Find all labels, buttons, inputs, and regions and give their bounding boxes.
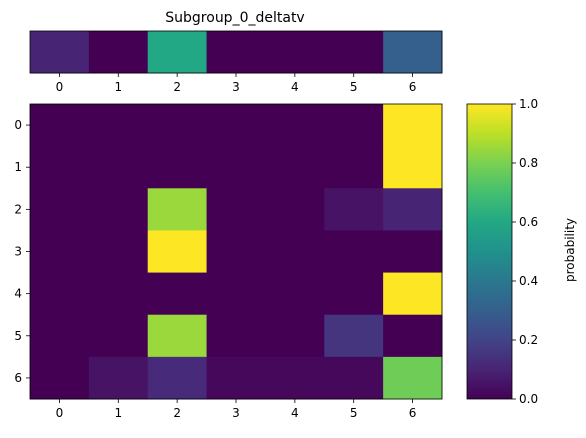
- main-cell-r5-c6: [383, 314, 443, 358]
- main-y-axis: 0 1 2 3 4 5 6: [14, 118, 30, 385]
- main-cell-r1-c2: [147, 146, 208, 189]
- main-cell-r5-c5: [324, 314, 384, 358]
- colorbar-tick-label-2: 0.4: [519, 274, 538, 288]
- main-y-tick-label-3: 3: [14, 245, 22, 259]
- top-cell-r0-c0: [30, 31, 90, 74]
- main-cell-r1-c4: [265, 146, 325, 189]
- main-cell-r1-c3: [206, 146, 266, 189]
- colorbar: 0.0 0.2 0.4 0.6 0.8 1.0: [466, 97, 538, 406]
- main-y-tick-label-0: 0: [14, 118, 22, 132]
- main-cell-r6-c4: [265, 356, 325, 400]
- main-cell-r6-c2: [147, 356, 208, 400]
- main-y-tick-label-5: 5: [14, 329, 22, 343]
- main-cell-r3-c0: [30, 230, 90, 274]
- colorbar-tick-label-5: 1.0: [519, 97, 538, 111]
- main-cell-r2-c6: [383, 188, 443, 231]
- main-cell-r1-c1: [88, 146, 149, 189]
- main-cell-r2-c5: [324, 188, 384, 231]
- top-x-tick-label-3: 3: [232, 80, 240, 94]
- top-cell-r0-c1: [88, 31, 149, 74]
- main-y-tick-label-2: 2: [14, 202, 22, 216]
- main-cell-r6-c3: [206, 356, 266, 400]
- main-cell-r4-c1: [88, 272, 149, 316]
- top-cell-r0-c5: [324, 31, 384, 74]
- main-cell-r5-c2: [147, 314, 208, 358]
- main-x-tick-label-2: 2: [173, 406, 181, 420]
- main-y-tick-label-4: 4: [14, 287, 22, 301]
- main-cell-r1-c0: [30, 146, 90, 189]
- main-x-tick-label-4: 4: [291, 406, 299, 420]
- main-cell-r1-c5: [324, 146, 384, 189]
- main-cell-r4-c6: [383, 272, 443, 316]
- main-cell-r0-c3: [206, 104, 266, 147]
- main-cell-r1-c6: [383, 146, 443, 189]
- main-x-tick-label-0: 0: [56, 406, 64, 420]
- top-x-tick-label-1: 1: [114, 80, 122, 94]
- main-cell-r4-c3: [206, 272, 266, 316]
- top-x-tick-label-4: 4: [291, 80, 299, 94]
- top-x-tick-label-0: 0: [56, 80, 64, 94]
- colorbar-frame: [466, 103, 513, 400]
- top-cell-r0-c2: [147, 31, 208, 74]
- main-cell-r0-c4: [265, 104, 325, 147]
- main-x-tick-label-1: 1: [114, 406, 122, 420]
- top-x-tick-label-6: 6: [409, 80, 417, 94]
- main-cell-r0-c5: [324, 104, 384, 147]
- top-x-tick-label-2: 2: [173, 80, 181, 94]
- main-cell-r4-c5: [324, 272, 384, 316]
- main-cell-r6-c5: [324, 356, 384, 400]
- main-cell-r0-c6: [383, 104, 443, 147]
- colorbar-gradient: [467, 104, 512, 399]
- main-cell-r6-c0: [30, 356, 90, 400]
- main-cell-r2-c0: [30, 188, 90, 231]
- main-cell-r0-c0: [30, 104, 90, 147]
- main-cell-r3-c4: [265, 230, 325, 274]
- main-cell-r0-c1: [88, 104, 149, 147]
- main-cell-r2-c2: [147, 188, 208, 231]
- chart-title: Subgroup_0_deltatv: [165, 10, 304, 26]
- top-cell-r0-c6: [383, 31, 443, 74]
- main-cell-r5-c1: [88, 314, 149, 358]
- main-x-tick-label-3: 3: [232, 406, 240, 420]
- colorbar-tick-label-0: 0.0: [519, 392, 538, 406]
- top-x-tick-label-5: 5: [350, 80, 358, 94]
- main-cell-r3-c5: [324, 230, 384, 274]
- top-heatmap: [29, 30, 443, 74]
- main-cell-r3-c3: [206, 230, 266, 274]
- top-cell-r0-c4: [265, 31, 325, 74]
- main-cell-r2-c1: [88, 188, 149, 231]
- colorbar-tick-label-3: 0.6: [519, 215, 538, 229]
- colorbar-tick-label-1: 0.2: [519, 333, 538, 347]
- main-x-tick-label-5: 5: [350, 406, 358, 420]
- main-cell-r4-c2: [147, 272, 208, 316]
- main-cell-r0-c2: [147, 104, 208, 147]
- main-cell-r2-c3: [206, 188, 266, 231]
- main-cell-r4-c4: [265, 272, 325, 316]
- colorbar-label: probability: [563, 218, 577, 282]
- main-cell-r5-c4: [265, 314, 325, 358]
- main-x-axis: 0 1 2 3 4 5 6: [56, 399, 417, 420]
- colorbar-tick-label-4: 0.8: [519, 156, 538, 170]
- main-cell-r6-c1: [88, 356, 149, 400]
- main-x-tick-label-6: 6: [409, 406, 417, 420]
- top-cell-r0-c3: [206, 31, 266, 74]
- main-cell-r5-c3: [206, 314, 266, 358]
- main-heatmap: [29, 103, 443, 400]
- main-cell-r3-c2: [147, 230, 208, 274]
- main-cell-r4-c0: [30, 272, 90, 316]
- main-cell-r3-c1: [88, 230, 149, 274]
- top-x-axis: 0 1 2 3 4 5 6: [56, 73, 417, 94]
- main-y-tick-label-6: 6: [14, 371, 22, 385]
- main-cell-r5-c0: [30, 314, 90, 358]
- main-cell-r6-c6: [383, 356, 443, 400]
- main-cell-r3-c6: [383, 230, 443, 274]
- main-cell-r2-c4: [265, 188, 325, 231]
- main-y-tick-label-1: 1: [14, 160, 22, 174]
